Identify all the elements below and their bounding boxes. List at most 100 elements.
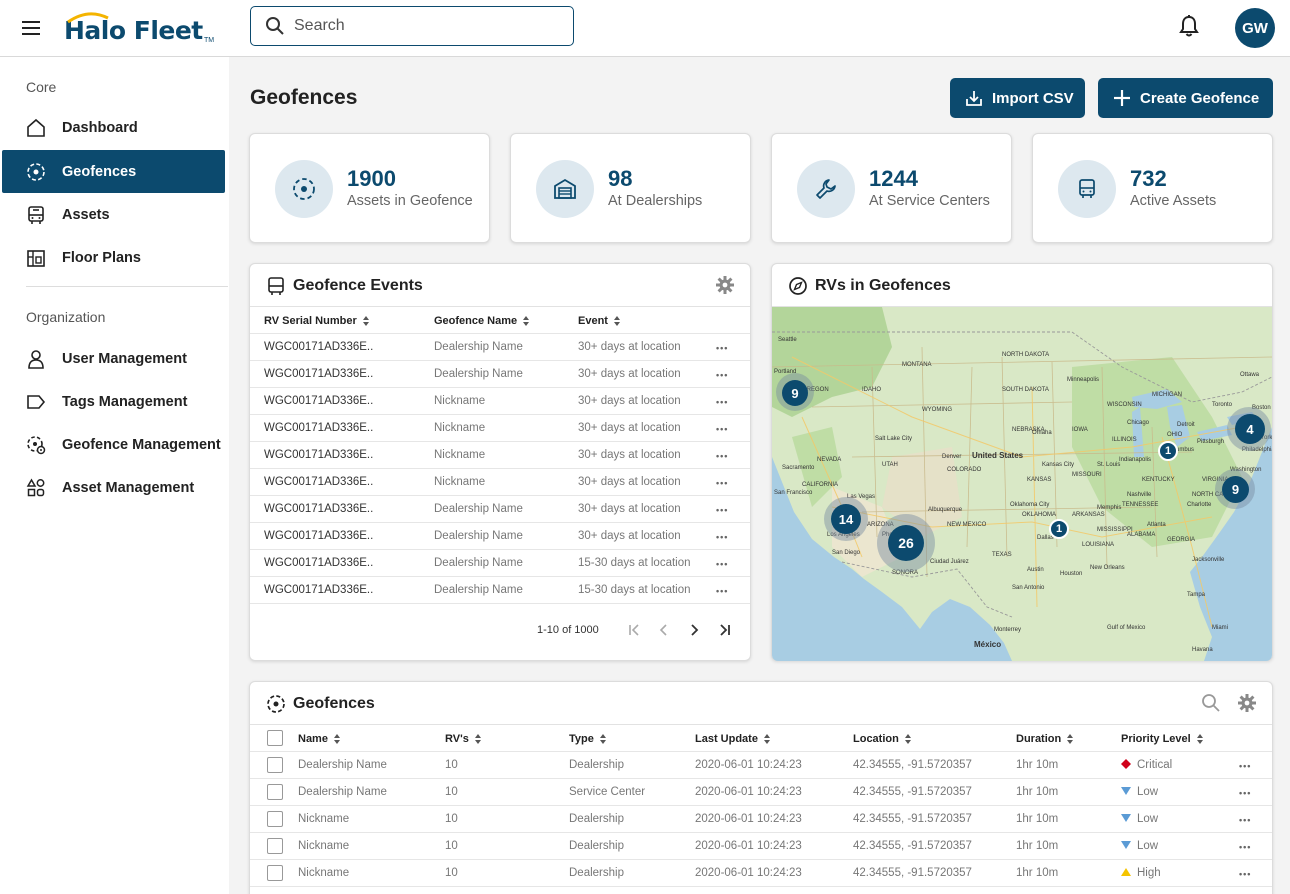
app-logo[interactable]: Halo Fleet TM <box>64 12 214 45</box>
column-header-geofence-name[interactable]: Geofence Name <box>434 315 530 327</box>
row-more-options-icon[interactable]: ••• <box>716 397 729 407</box>
duration-cell: 1hr 10m <box>1016 867 1059 879</box>
table-row[interactable]: Nickname 10 Dealership 2020-06-01 10:24:23 4… <box>250 806 1272 833</box>
column-header-last-update[interactable]: Last Update <box>695 733 770 745</box>
row-checkbox[interactable] <box>267 838 283 854</box>
table-row[interactable]: WGC00171AD336E.. Nickname 30+ days at loca… <box>250 388 750 415</box>
table-row[interactable]: Dealership Name 10 Dealership 2020-06-01 10… <box>250 752 1272 779</box>
row-checkbox[interactable] <box>267 865 283 881</box>
row-checkbox[interactable] <box>267 784 283 800</box>
settings-gear-icon[interactable] <box>715 275 735 295</box>
search-box[interactable] <box>250 6 574 46</box>
sidebar-item-asset-management[interactable]: Asset Management <box>2 466 225 509</box>
name-cell: Dealership Name <box>298 786 387 798</box>
select-all-checkbox[interactable] <box>267 730 283 746</box>
table-row[interactable]: Nickname 10 Dealership 2020-06-01 10:24:23 4… <box>250 860 1272 887</box>
sidebar-item-geofence-management[interactable]: Geofence Management <box>2 423 225 466</box>
priority-level-cell: Critical <box>1121 759 1172 771</box>
priority-label: Low <box>1137 840 1159 852</box>
table-row[interactable]: WGC00171AD336E.. Dealership Name 30+ days … <box>250 334 750 361</box>
sidebar-item-user-management[interactable]: User Management <box>2 337 225 380</box>
priority-label: High <box>1137 867 1161 879</box>
panel-header: RVs in Geofences <box>772 264 1272 307</box>
map-cluster-marker[interactable]: 9 <box>1222 476 1249 503</box>
stat-card-assets-in-geofence[interactable]: 1900 Assets in Geofence <box>249 133 490 243</box>
row-more-options-icon[interactable]: ••• <box>1239 788 1252 798</box>
row-more-options-icon[interactable]: ••• <box>716 559 729 569</box>
row-more-options-icon[interactable]: ••• <box>716 343 729 353</box>
column-header-priority-level[interactable]: Priority Level <box>1121 733 1203 745</box>
trademark: TM <box>204 37 215 44</box>
row-more-options-icon[interactable]: ••• <box>716 424 729 434</box>
sidebar-item-dashboard[interactable]: Dashboard <box>2 106 225 149</box>
row-more-options-icon[interactable]: ••• <box>1239 815 1252 825</box>
sidebar-item-label: Assets <box>62 206 110 223</box>
sidebar-item-label: Dashboard <box>62 119 138 136</box>
first-page-icon[interactable] <box>624 621 644 639</box>
geofence-name-cell: Dealership Name <box>434 341 523 353</box>
settings-gear-icon[interactable] <box>1237 693 1257 713</box>
column-header-rv-serial[interactable]: RV Serial Number <box>264 315 369 327</box>
type-cell: Dealership <box>569 840 624 852</box>
row-more-options-icon[interactable]: ••• <box>716 505 729 515</box>
column-header-location[interactable]: Location <box>853 733 911 745</box>
sidebar-item-tags-management[interactable]: Tags Management <box>2 380 225 423</box>
row-more-options-icon[interactable]: ••• <box>716 451 729 461</box>
previous-page-icon[interactable] <box>654 621 674 639</box>
search-icon[interactable] <box>1201 693 1221 713</box>
hamburger-menu-icon[interactable] <box>22 20 40 36</box>
row-more-options-icon[interactable]: ••• <box>716 370 729 380</box>
map-cluster-marker[interactable]: 1 <box>1158 441 1178 461</box>
map-cluster-marker[interactable]: 1 <box>1049 519 1069 539</box>
map-cluster-marker[interactable]: 4 <box>1235 414 1265 444</box>
search-input[interactable] <box>294 17 554 35</box>
create-geofence-button[interactable]: Create Geofence <box>1098 78 1273 118</box>
table-row[interactable]: WGC00171AD336E.. Dealership Name 30+ days … <box>250 523 750 550</box>
sidebar-item-assets[interactable]: Assets <box>2 193 225 236</box>
column-header-event[interactable]: Event <box>578 315 620 327</box>
row-checkbox[interactable] <box>267 757 283 773</box>
table-row[interactable]: WGC00171AD336E.. Dealership Name 30+ days … <box>250 496 750 523</box>
user-avatar[interactable]: GW <box>1235 8 1275 48</box>
table-row[interactable]: WGC00171AD336E.. Nickname 30+ days at loca… <box>250 415 750 442</box>
column-header-rvs[interactable]: RV's <box>445 733 481 745</box>
column-header-type[interactable]: Type <box>569 733 606 745</box>
sidebar-item-geofences[interactable]: Geofences <box>2 150 225 193</box>
row-more-options-icon[interactable]: ••• <box>1239 842 1252 852</box>
map-view[interactable]: Seattle Portland Sacramento San Francisc… <box>772 307 1272 661</box>
row-more-options-icon[interactable]: ••• <box>716 586 729 596</box>
table-row[interactable]: WGC00171AD336E.. Dealership Name 15-30 day… <box>250 577 750 604</box>
table-row[interactable]: WGC00171AD336E.. Dealership Name 15-30 day… <box>250 550 750 577</box>
table-row[interactable]: WGC00171AD336E.. Dealership Name 30+ days … <box>250 361 750 388</box>
map-cluster-marker[interactable]: 14 <box>831 504 861 534</box>
map-cluster-marker[interactable]: 26 <box>888 525 924 561</box>
map-cluster-marker[interactable]: 9 <box>782 380 808 406</box>
row-more-options-icon[interactable]: ••• <box>1239 869 1252 879</box>
import-csv-button[interactable]: Import CSV <box>950 78 1085 118</box>
rv-serial-cell: WGC00171AD336E.. <box>264 476 374 488</box>
sidebar-item-floor-plans[interactable]: Floor Plans <box>2 236 225 279</box>
table-row[interactable]: Dealership Name 10 Service Center 2020-06-0… <box>250 779 1272 806</box>
sort-icon <box>474 734 481 745</box>
next-page-icon[interactable] <box>684 621 704 639</box>
sidebar-item-label: Tags Management <box>62 393 188 410</box>
stat-card-at-service-centers[interactable]: 1244 At Service Centers <box>771 133 1012 243</box>
event-cell: 30+ days at location <box>578 368 681 380</box>
row-more-options-icon[interactable]: ••• <box>1239 761 1252 771</box>
stat-icon-circle <box>536 160 594 218</box>
last-update-cell: 2020-06-01 10:24:23 <box>695 867 802 879</box>
stat-card-at-dealerships[interactable]: 98 At Dealerships <box>510 133 751 243</box>
last-page-icon[interactable] <box>715 621 735 639</box>
duration-cell: 1hr 10m <box>1016 786 1059 798</box>
row-more-options-icon[interactable]: ••• <box>716 478 729 488</box>
row-checkbox[interactable] <box>267 811 283 827</box>
column-header-name[interactable]: Name <box>298 733 340 745</box>
row-more-options-icon[interactable]: ••• <box>716 532 729 542</box>
table-row[interactable]: WGC00171AD336E.. Nickname 30+ days at loca… <box>250 469 750 496</box>
geofences-table-panel: Geofences Name RV's Type Last Update Loc… <box>249 681 1273 894</box>
notification-bell-icon[interactable] <box>1178 14 1200 38</box>
column-header-duration[interactable]: Duration <box>1016 733 1074 745</box>
table-row[interactable]: Nickname 10 Dealership 2020-06-01 10:24:23 4… <box>250 833 1272 860</box>
stat-card-active-assets[interactable]: 732 Active Assets <box>1032 133 1273 243</box>
table-row[interactable]: WGC00171AD336E.. Nickname 30+ days at loca… <box>250 442 750 469</box>
